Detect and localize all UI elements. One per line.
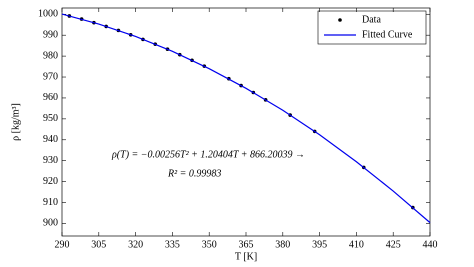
x-tick-label: 410 (349, 239, 364, 250)
x-tick-label: 395 (312, 239, 327, 250)
y-tick-label: 910 (43, 197, 58, 208)
x-tick-label: 290 (55, 239, 70, 250)
y-tick-label: 980 (43, 50, 58, 61)
annotation: ρ(T) = −0.00256T² + 1.20404T + 866.20039… (111, 149, 305, 160)
y-tick-label: 920 (43, 176, 58, 187)
plot-area (61, 7, 431, 237)
y-tick-label: 900 (43, 218, 58, 229)
y-tick-label: 940 (43, 134, 58, 145)
legend-swatch (338, 18, 342, 22)
x-tick-label: 440 (423, 239, 438, 250)
x-tick-label: 335 (165, 239, 180, 250)
y-axis-label: ρ [kg/m³] (10, 103, 21, 141)
legend-label: Data (362, 14, 381, 25)
legend (317, 10, 427, 45)
y-tick-label: 960 (43, 92, 58, 103)
y-tick-label: 950 (43, 113, 58, 124)
y-tick-label: 970 (43, 71, 58, 82)
y-tick-label: 990 (43, 29, 58, 40)
legend-label: Fitted Curve (362, 29, 413, 40)
x-tick-label: 320 (128, 239, 143, 250)
x-tick-label: 380 (275, 239, 290, 250)
x-tick-label: 365 (239, 239, 254, 250)
y-tick-label: 930 (43, 155, 58, 166)
x-tick-label: 350 (202, 239, 217, 250)
fitted-curve (61, 13, 431, 224)
annotation: R² = 0.99983 (167, 168, 221, 179)
x-tick-label: 425 (386, 239, 401, 250)
y-tick-label: 1000 (38, 9, 58, 20)
x-axis-label: T [K] (235, 251, 257, 262)
x-tick-label: 305 (91, 239, 106, 250)
